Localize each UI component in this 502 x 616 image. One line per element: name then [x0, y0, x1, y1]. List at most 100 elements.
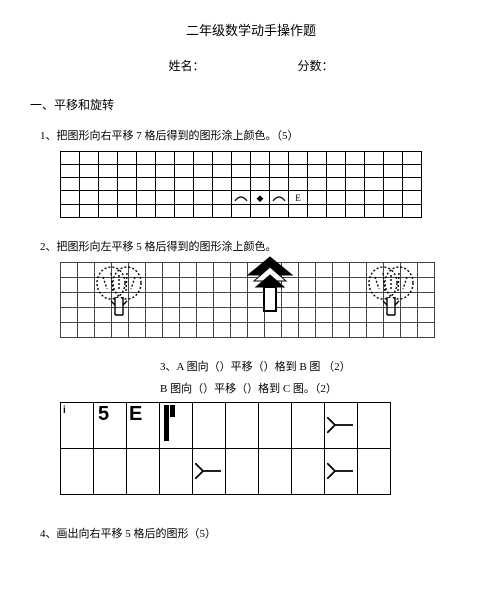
question-3b: B 图向（）平移（）格到 C 图。（2）	[160, 380, 472, 396]
grid-cell	[112, 263, 129, 278]
grid-cell	[346, 191, 365, 205]
grid-cell	[265, 323, 282, 338]
grid-cell	[137, 205, 156, 218]
grid-cell	[289, 205, 308, 218]
grid-cell	[213, 165, 232, 178]
grid-cell	[248, 323, 265, 338]
grid-cell	[367, 308, 384, 323]
grid-cell	[61, 191, 80, 205]
grid-cell	[327, 205, 346, 218]
arrow-icon	[327, 463, 355, 479]
grid-cell	[403, 152, 422, 165]
grid-cell	[346, 165, 365, 178]
q1-grid: ◆E	[60, 151, 472, 218]
grid-cell	[61, 152, 80, 165]
grid-cell	[99, 191, 118, 205]
question-2: 2、把图形向左平移 5 格后得到的图形涂上颜色。	[40, 238, 472, 254]
grid-cell	[112, 323, 129, 338]
grid-cell	[270, 205, 289, 218]
name-label: 姓名：	[168, 57, 204, 74]
grid-cell	[137, 165, 156, 178]
grid-cell	[156, 152, 175, 165]
grid-cell	[316, 278, 333, 293]
grid-cell	[226, 449, 259, 495]
grid-cell	[289, 152, 308, 165]
grid-cell	[194, 205, 213, 218]
grid-cell	[197, 308, 214, 323]
question-4: 4、画出向右平移 5 格后的图形（5）	[40, 525, 472, 541]
grid-cell	[350, 263, 367, 278]
grid-cell	[292, 449, 325, 495]
grid-cell	[163, 323, 180, 338]
grid-cell	[214, 263, 231, 278]
grid-cell	[127, 449, 160, 495]
grid-cell	[163, 308, 180, 323]
grid-cell	[403, 165, 422, 178]
grid-cell	[180, 323, 197, 338]
grid-cell	[95, 263, 112, 278]
grid-cell	[418, 308, 435, 323]
grid-cell	[333, 293, 350, 308]
grid-cell	[248, 308, 265, 323]
grid-cell	[78, 323, 95, 338]
grid-cell	[146, 278, 163, 293]
grid-cell	[367, 278, 384, 293]
grid-cell	[80, 178, 99, 191]
grid-cell	[384, 152, 403, 165]
grid-cell	[346, 205, 365, 218]
grid-cell	[95, 323, 112, 338]
grid-cell	[232, 152, 251, 165]
grid-cell	[282, 278, 299, 293]
grid-cell	[308, 165, 327, 178]
grid-cell	[401, 263, 418, 278]
grid-cell	[95, 293, 112, 308]
grid-cell	[197, 278, 214, 293]
grid-cell	[180, 278, 197, 293]
grid-cell	[350, 278, 367, 293]
grid-cell	[194, 178, 213, 191]
grid-cell	[193, 403, 226, 449]
grid-cell	[418, 293, 435, 308]
grid-cell	[259, 449, 292, 495]
grid-cell	[231, 278, 248, 293]
grid-cell	[358, 449, 391, 495]
grid-cell	[384, 191, 403, 205]
grid-cell: i	[61, 403, 94, 449]
grid-cell	[118, 165, 137, 178]
grid-cell	[129, 278, 146, 293]
grid-cell	[194, 191, 213, 205]
grid-cell	[197, 323, 214, 338]
grid-cell	[299, 263, 316, 278]
grid-cell	[299, 293, 316, 308]
grid-cell	[213, 205, 232, 218]
grid-cell	[99, 178, 118, 191]
grid-cell	[316, 323, 333, 338]
page-title: 二年级数学动手操作题	[30, 20, 472, 39]
grid-cell	[129, 308, 146, 323]
grid-cell	[80, 165, 99, 178]
grid-cell	[160, 449, 193, 495]
grid-cell	[61, 178, 80, 191]
grid-cell	[197, 293, 214, 308]
grid-cell	[384, 293, 401, 308]
grid-cell	[350, 293, 367, 308]
grid-cell	[194, 165, 213, 178]
grid-cell	[146, 323, 163, 338]
grid-cell	[78, 263, 95, 278]
grid-cell	[384, 178, 403, 191]
grid-cell	[226, 403, 259, 449]
grid-cell	[248, 278, 265, 293]
grid-cell	[94, 449, 127, 495]
grid-cell	[365, 191, 384, 205]
grid-cell	[292, 403, 325, 449]
grid-cell	[160, 403, 193, 449]
grid-cell	[213, 152, 232, 165]
grid-cell	[327, 178, 346, 191]
grid-cell	[175, 165, 194, 178]
grid-cell	[403, 205, 422, 218]
grid-cell	[327, 191, 346, 205]
grid-cell	[333, 263, 350, 278]
grid-cell	[214, 293, 231, 308]
grid-cell	[99, 165, 118, 178]
grid-cell	[401, 278, 418, 293]
